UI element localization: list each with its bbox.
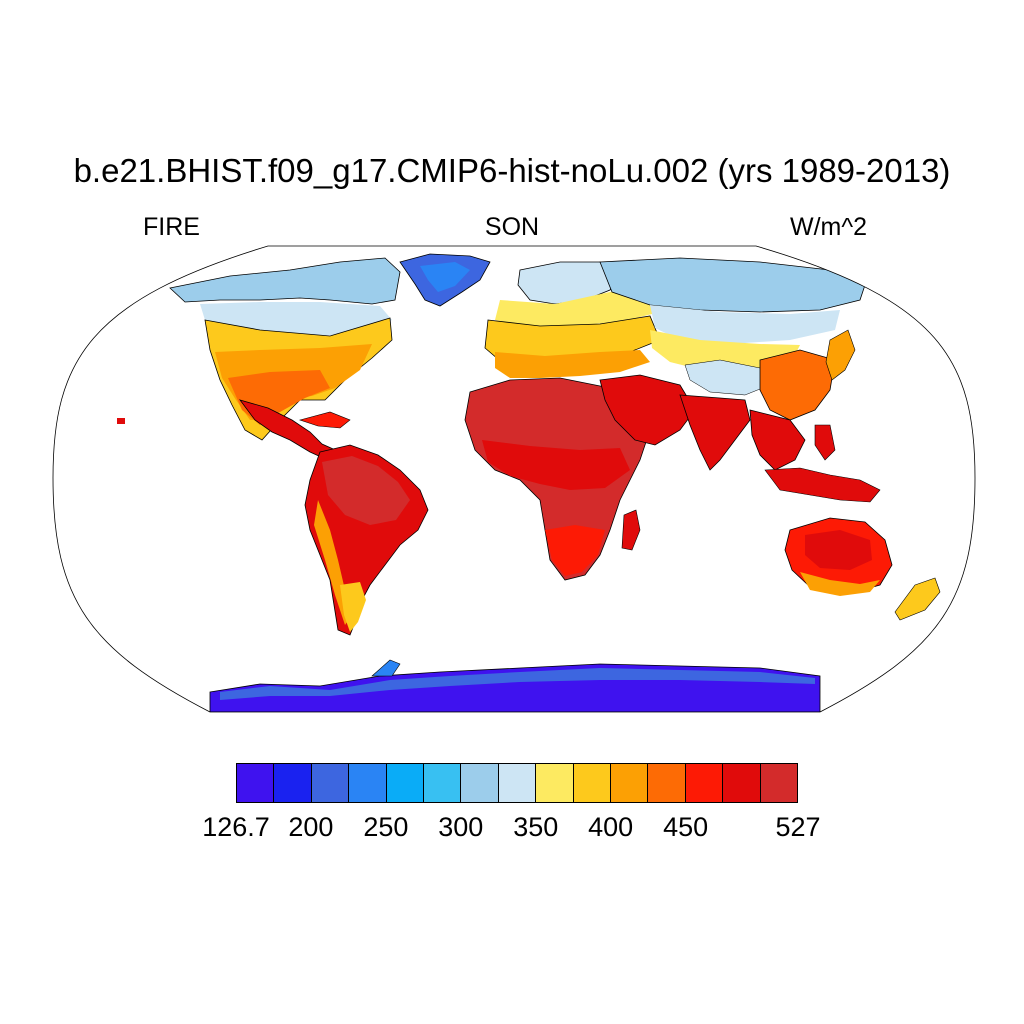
russia-region bbox=[650, 305, 840, 344]
colorbar-swatch bbox=[760, 764, 798, 802]
units-label: W/m^2 bbox=[790, 213, 868, 241]
greenland-interior bbox=[420, 262, 470, 292]
antarctica-region bbox=[209, 663, 821, 712]
season-label: SON bbox=[484, 213, 540, 241]
australia-interior bbox=[805, 530, 872, 570]
australia-south-region bbox=[800, 572, 880, 596]
colorbar-swatch bbox=[274, 764, 312, 802]
colorbar-swatch bbox=[461, 764, 499, 802]
colorbar-tick-label: 450 bbox=[663, 812, 709, 842]
colorbar-swatch bbox=[723, 764, 761, 802]
southern-africa-region bbox=[545, 525, 605, 576]
china-region bbox=[759, 349, 836, 421]
new-zealand-region bbox=[894, 577, 941, 621]
map-border bbox=[52, 245, 976, 713]
colorbar-tick-label: 527 bbox=[775, 812, 821, 842]
variable-label: FIRE bbox=[143, 213, 200, 241]
philippines-region bbox=[814, 424, 836, 461]
sahel-region bbox=[482, 440, 630, 490]
colorbar-swatch bbox=[237, 764, 275, 802]
colorbar-swatch bbox=[424, 764, 462, 802]
amazon-region bbox=[322, 456, 410, 525]
colorbar-tick-label: 200 bbox=[288, 812, 334, 842]
middle-east-region bbox=[599, 374, 696, 446]
colorbar-tick-label: 300 bbox=[438, 812, 484, 842]
japan-region bbox=[825, 329, 856, 381]
indonesia-region bbox=[764, 467, 881, 503]
colorbar-swatch bbox=[311, 764, 350, 802]
colorbar-swatch bbox=[685, 764, 724, 802]
mediterranean-region bbox=[495, 350, 650, 378]
colorbar-swatch bbox=[573, 764, 612, 802]
colorbar-tick-label: 400 bbox=[588, 812, 634, 842]
antarctic-peninsula-region bbox=[371, 659, 401, 677]
caribbean-region bbox=[298, 411, 351, 429]
hawaii-region bbox=[117, 418, 125, 424]
colorbar-swatch bbox=[611, 764, 649, 802]
europe-north-region bbox=[495, 290, 660, 326]
colorbar-swatch bbox=[386, 764, 425, 802]
patagonia-region bbox=[340, 582, 366, 632]
madagascar-region bbox=[621, 509, 641, 551]
india-region bbox=[679, 394, 751, 471]
colorbar-tick-label: 350 bbox=[513, 812, 559, 842]
plot-title: b.e21.BHIST.f09_g17.CMIP6-hist-noLu.002 … bbox=[73, 152, 951, 189]
colorbar-tick-label: 250 bbox=[363, 812, 409, 842]
canada-arctic-region bbox=[169, 257, 401, 305]
southeast-asia-region bbox=[749, 409, 806, 471]
colorbar-swatch bbox=[349, 764, 387, 802]
colorbar-swatch bbox=[498, 764, 537, 802]
siberia-region bbox=[599, 257, 866, 313]
colorbar-swatch bbox=[648, 764, 686, 802]
colorbar bbox=[236, 763, 798, 803]
tibet-region bbox=[684, 359, 771, 396]
antarctica-coast-region bbox=[220, 668, 815, 700]
colorbar-swatch bbox=[536, 764, 574, 802]
colorbar-tick-label: 126.7 bbox=[202, 812, 270, 842]
